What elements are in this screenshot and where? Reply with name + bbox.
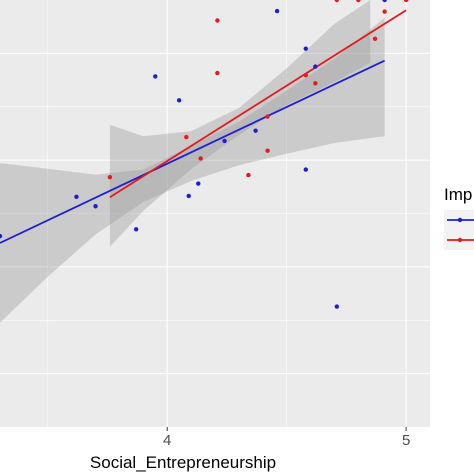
data-points (0, 0, 409, 309)
data-point-series-2 (372, 36, 378, 42)
data-point-series-2 (334, 0, 340, 3)
data-point-series-2 (303, 72, 308, 78)
grid-lines (0, 0, 430, 427)
fit-lines (0, 9, 407, 244)
legend-key-point-1 (457, 217, 463, 223)
data-point-series-2 (107, 175, 113, 180)
data-point-series-2 (356, 0, 361, 3)
data-point-series-2 (403, 0, 409, 3)
confidence-bands (0, 0, 385, 323)
data-point-series-1 (176, 98, 182, 103)
fit-line-1 (0, 59, 385, 244)
legend-title: Imp (444, 185, 472, 204)
x-tick-label: 4 (163, 432, 171, 449)
data-point-series-1 (313, 64, 318, 69)
data-point-series-1 (303, 167, 308, 172)
fit-line-2 (109, 9, 407, 199)
data-point-series-1 (0, 233, 3, 239)
legend: Imp (444, 185, 474, 250)
data-point-series-2 (265, 148, 270, 153)
data-point-series-2 (265, 114, 270, 119)
data-point-series-1 (153, 74, 158, 79)
data-point-series-1 (93, 204, 98, 209)
x-tick-label: 5 (402, 432, 410, 449)
data-point-series-1 (186, 193, 191, 199)
data-point-series-1 (74, 194, 79, 200)
data-point-series-1 (253, 128, 258, 133)
data-point-series-2 (184, 134, 189, 140)
data-point-series-1 (334, 304, 340, 309)
confidence-band-1 (0, 17, 385, 323)
data-point-series-1 (274, 8, 280, 14)
data-point-series-1 (303, 46, 308, 51)
data-point-series-2 (215, 18, 220, 23)
confidence-band-2 (109, 0, 371, 247)
legend-keys (447, 217, 474, 243)
data-point-series-1 (196, 181, 201, 186)
data-point-series-2 (382, 9, 387, 14)
data-point-series-2 (246, 172, 251, 178)
data-point-series-1 (133, 227, 139, 232)
data-point-series-1 (382, 0, 387, 3)
data-point-series-1 (222, 138, 227, 144)
data-point-series-2 (198, 156, 203, 161)
data-point-series-2 (215, 70, 220, 76)
legend-key-point-2 (457, 237, 463, 243)
x-axis-title: Social_Entrepreneurship (90, 453, 276, 472)
data-point-series-2 (313, 81, 318, 86)
